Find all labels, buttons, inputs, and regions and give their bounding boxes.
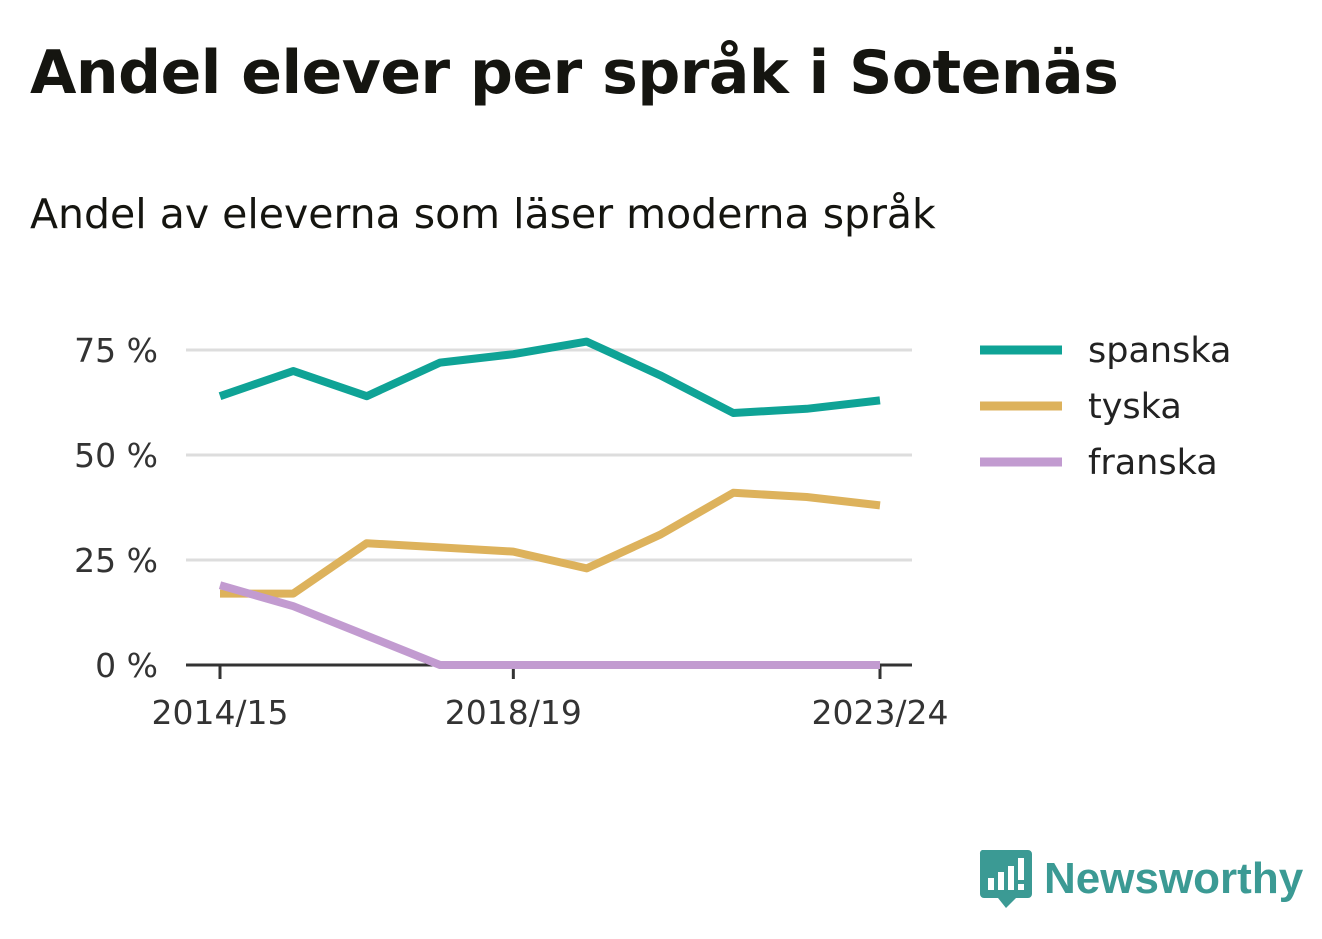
legend-label-franska: franska	[1088, 443, 1218, 483]
x-tick-label: 2023/24	[811, 693, 948, 732]
y-tick-label: 50 %	[74, 436, 158, 475]
newsworthy-logo-icon	[979, 850, 1032, 908]
chart-subtitle: Andel av eleverna som läser moderna språ…	[30, 190, 936, 238]
legend-label-spanska: spanska	[1088, 331, 1231, 371]
x-tick-label: 2018/19	[445, 693, 582, 732]
chart-title: Andel elever per språk i Sotenäs	[30, 38, 1119, 108]
y-tick-label: 25 %	[74, 541, 158, 580]
brand-name: Newsworthy	[1044, 854, 1304, 903]
legend-label-tyska: tyska	[1088, 387, 1182, 427]
newsworthy-brand: Newsworthy	[978, 848, 1303, 910]
series-line-spanska	[218, 337, 881, 417]
y-tick-label: 0 %	[95, 646, 158, 685]
y-tick-label: 75 %	[74, 331, 158, 370]
series-line-tyska	[220, 488, 881, 598]
x-tick-label: 2014/15	[151, 693, 288, 732]
series-line-franska	[218, 581, 880, 669]
